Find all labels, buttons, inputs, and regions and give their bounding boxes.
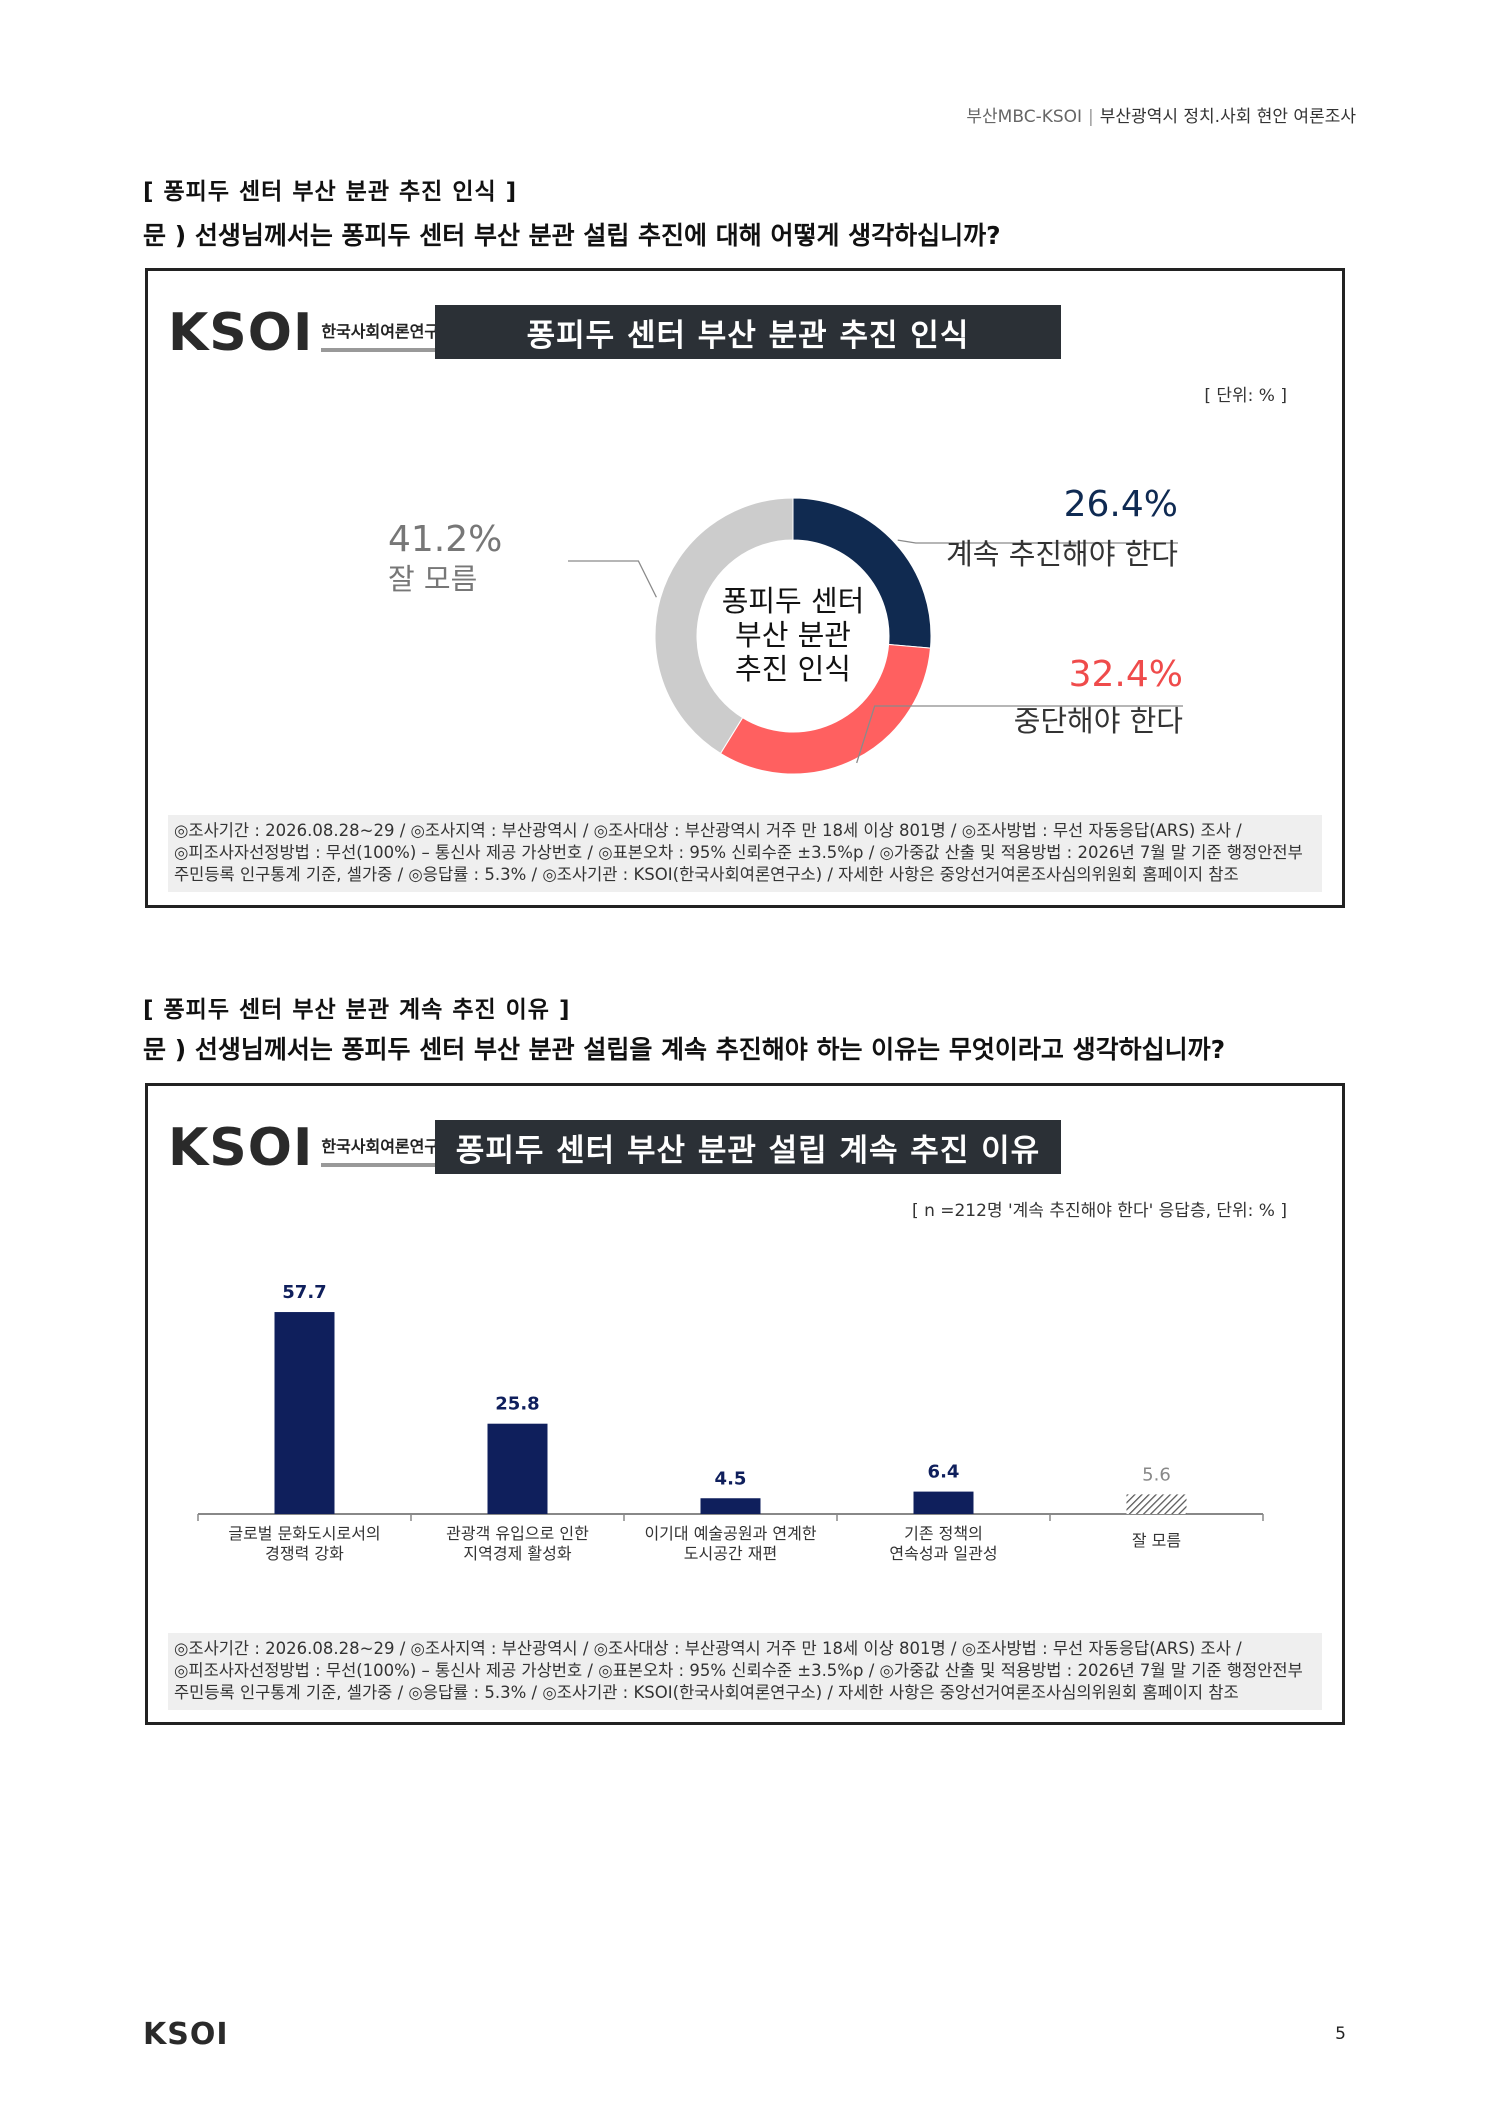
bar-chart-panel: KSOI 한국사회여론연구소 퐁피두 센터 부산 분관 설립 계속 추진 이유 … — [145, 1083, 1345, 1725]
donut-category-label-3: 잘 모름 — [388, 562, 477, 596]
bar-category-label-1: 글로벌 문화도시로서의 — [228, 1524, 380, 1543]
survey-footnote: ◎조사기간 : 2026.08.28~29 / ◎조사지역 : 부산광역시 / … — [168, 815, 1322, 892]
chart-banner-title: 퐁피두 센터 부산 분관 추진 인식 — [435, 305, 1061, 359]
bar-category-label-2: 지역경제 활성화 — [463, 1544, 571, 1563]
logo-subtitle: 한국사회여론연구소 — [321, 314, 454, 352]
donut-category-label-1: 계속 추진해야 한다 — [946, 537, 1178, 571]
footer-ksoi-logo: KSOI — [143, 2017, 229, 2052]
donut-value-label-1: 26.4% — [1064, 484, 1178, 525]
section1-title: [ 퐁피두 센터 부산 분관 추진 인식 ] — [143, 179, 518, 205]
bar-category-label-3: 도시공간 재편 — [684, 1544, 777, 1563]
survey-footnote: ◎조사기간 : 2026.08.28~29 / ◎조사지역 : 부산광역시 / … — [168, 1633, 1322, 1710]
bar-category-label-3: 이기대 예술공원과 연계한 — [644, 1524, 816, 1543]
donut-center-label-line-3: 추진 인식 — [735, 652, 851, 686]
unit-label: [ n =212명 '계속 추진해야 한다' 응답층, 단위: % ] — [912, 1201, 1287, 1221]
bar-value-label-2: 25.8 — [495, 1394, 539, 1415]
footnote-line-2: ◎피조사자선정방법 : 무선(100%) – 통신사 제공 가상번호 / ◎표본… — [174, 1661, 1303, 1680]
bar-5 — [1126, 1494, 1187, 1514]
section2-question: 문 ) 선생님께서는 퐁피두 센터 부산 분관 설립을 계속 추진해야 하는 이… — [143, 1035, 1226, 1064]
donut-chart: 26.4% 계속 추진해야 한다 32.4% 중단해야 한다 41.2%잘 모름 퐁피두… — [388, 484, 1183, 775]
chart-banner-title: 퐁피두 센터 부산 분관 설립 계속 추진 이유 — [435, 1120, 1061, 1174]
bar-2 — [487, 1423, 548, 1514]
donut-leader-line-2 — [856, 705, 1183, 764]
bar-value-label-5: 5.6 — [1142, 1464, 1171, 1485]
donut-chart-panel: KSOI 한국사회여론연구소 퐁피두 센터 부산 분관 추진 인식 [ 단위: … — [145, 268, 1345, 908]
bar-category-label-2: 관광객 유입으로 인한 — [446, 1524, 589, 1543]
bar-category-label-5: 잘 모름 — [1132, 1531, 1181, 1550]
bar-value-label-1: 57.7 — [282, 1282, 326, 1303]
header-separator: | — [1088, 107, 1094, 127]
header-survey: 부산광역시 정치.사회 현안 여론조사 — [1099, 107, 1356, 127]
donut-leader-line-1 — [897, 539, 1178, 544]
page-number: 5 — [1335, 2024, 1346, 2044]
footnote-line-3: 주민등록 인구통계 기준, 셀가중 / ◎응답률 : 5.3% / ◎조사기관 … — [174, 1683, 1239, 1702]
footnote-line-3: 주민등록 인구통계 기준, 셀가중 / ◎응답률 : 5.3% / ◎조사기관 … — [174, 865, 1239, 884]
donut-leader-line-3 — [568, 560, 657, 598]
bar-category-label-1: 경쟁력 강화 — [265, 1544, 344, 1563]
donut-center-label-line-1: 퐁피두 센터 — [722, 584, 865, 618]
bar-3 — [700, 1498, 761, 1514]
header-org: 부산MBC-KSOI — [966, 107, 1083, 127]
donut-slice-2 — [719, 643, 932, 775]
bar-category-label-4: 연속성과 일관성 — [889, 1544, 997, 1563]
unit-label: [ 단위: % ] — [1204, 386, 1287, 406]
donut-value-label-2: 32.4% — [1069, 654, 1183, 695]
footnote-line-2: ◎피조사자선정방법 : 무선(100%) – 통신사 제공 가상번호 / ◎표본… — [174, 843, 1303, 862]
bar-1 — [274, 1312, 335, 1514]
donut-slice-3 — [654, 497, 794, 755]
donut-value-label-3: 41.2% — [388, 519, 502, 560]
bar-value-label-4: 6.4 — [928, 1462, 960, 1483]
bar-value-label-3: 4.5 — [715, 1468, 747, 1489]
logo-wordmark: KSOI — [168, 1118, 314, 1178]
footnote-line-1: ◎조사기간 : 2026.08.28~29 / ◎조사지역 : 부산광역시 / … — [174, 1639, 1242, 1658]
ksoi-logo: KSOI 한국사회여론연구소 — [168, 1122, 454, 1174]
donut-center-label-line-2: 부산 분관 — [735, 618, 851, 652]
donut-category-label-2: 중단해야 한다 — [1014, 704, 1183, 738]
bar-4 — [913, 1491, 974, 1514]
logo-subtitle: 한국사회여론연구소 — [321, 1129, 454, 1167]
page-header: 부산MBC-KSOI | 부산광역시 정치.사회 현안 여론조사 — [966, 102, 1356, 127]
ksoi-logo: KSOI 한국사회여론연구소 — [168, 307, 454, 359]
logo-wordmark: KSOI — [168, 303, 314, 363]
section2-title: [ 퐁피두 센터 부산 분관 계속 추진 이유 ] — [143, 997, 571, 1023]
bar-category-label-4: 기존 정책의 — [904, 1524, 983, 1543]
section1-question: 문 ) 선생님께서는 퐁피두 센터 부산 분관 설립 추진에 대해 어떻게 생각… — [143, 221, 1001, 250]
footnote-line-1: ◎조사기간 : 2026.08.28~29 / ◎조사지역 : 부산광역시 / … — [174, 821, 1242, 840]
